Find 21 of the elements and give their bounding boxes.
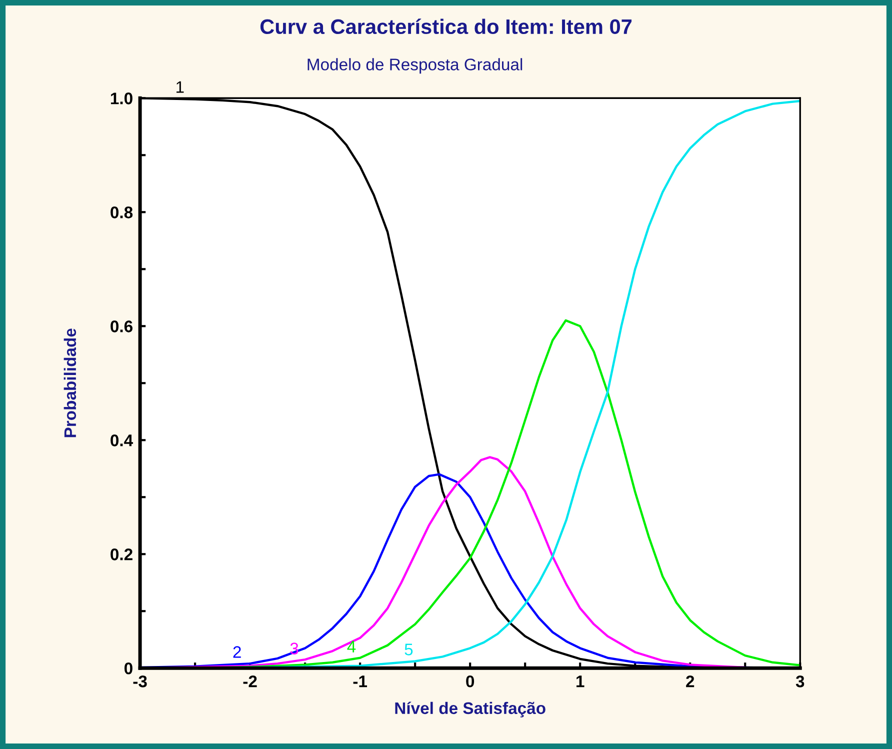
x-tick-label: -2 (243, 675, 257, 688)
y-tick-label: 0 (124, 662, 132, 674)
y-tick-label: 0.4 (110, 434, 134, 446)
x-tick-label: 0 (466, 675, 474, 688)
x-tick-label: 3 (796, 675, 804, 688)
series-label: 2 (233, 646, 241, 658)
chart-subtitle: Modelo de Resposta Gradual (308, 58, 522, 74)
x-tick-label: 1 (576, 676, 584, 688)
x-tick-label: -1 (353, 676, 368, 688)
chart-title: Curv a Característica do Item: Item 07 (260, 18, 632, 34)
series-label: 1 (176, 81, 184, 93)
y-tick-label: 0.6 (110, 320, 132, 332)
y-tick-label: 1.0 (110, 92, 132, 104)
y-tick-label: 0.8 (110, 206, 133, 218)
x-tick-label: 2 (686, 675, 694, 688)
x-axis-title: Nível de Satisfação (395, 702, 546, 718)
series-label: 4 (347, 640, 356, 652)
y-tick-label: 0.2 (110, 548, 132, 560)
series-label: 5 (404, 644, 413, 656)
x-tick-label: -3 (133, 675, 147, 688)
y-axis-title: Probabilidade (64, 328, 76, 438)
